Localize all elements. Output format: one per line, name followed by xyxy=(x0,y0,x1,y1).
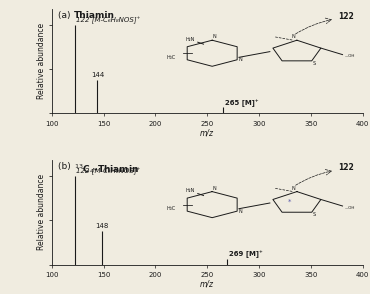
Text: 122 [M-C₆H₈NOS]⁺: 122 [M-C₆H₈NOS]⁺ xyxy=(76,16,141,24)
Text: (b): (b) xyxy=(58,162,74,171)
X-axis label: m/z: m/z xyxy=(200,128,214,137)
Text: 265 [M]⁺: 265 [M]⁺ xyxy=(225,99,258,107)
X-axis label: m/z: m/z xyxy=(200,280,214,289)
Text: 148: 148 xyxy=(95,223,108,229)
Text: (a): (a) xyxy=(58,11,73,20)
Text: $^{13}$C$_4$-Thiamin: $^{13}$C$_4$-Thiamin xyxy=(74,162,138,176)
Text: Thiamin: Thiamin xyxy=(74,11,115,20)
Y-axis label: Relative abundance: Relative abundance xyxy=(37,174,46,250)
Text: 144: 144 xyxy=(91,72,104,78)
Text: 269 [M]⁺: 269 [M]⁺ xyxy=(229,250,263,258)
Text: 122 [M-C₆H₈NOS]⁺: 122 [M-C₆H₈NOS]⁺ xyxy=(76,168,141,175)
Y-axis label: Relative abundance: Relative abundance xyxy=(37,23,46,99)
